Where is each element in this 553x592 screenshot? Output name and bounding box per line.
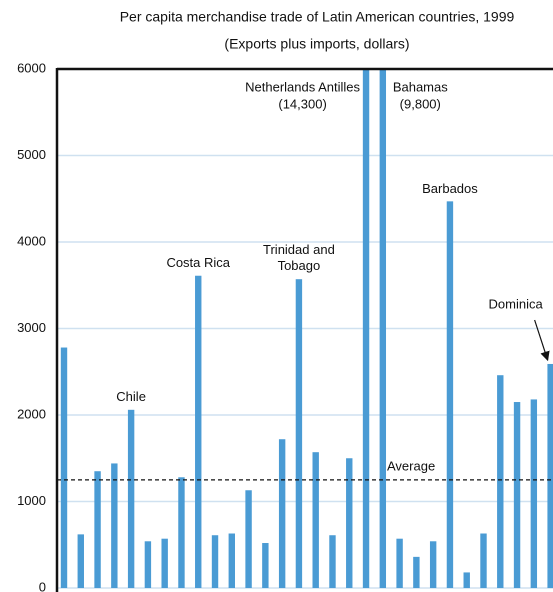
- average-label: Average: [387, 458, 435, 473]
- bar: [413, 556, 420, 588]
- bar: [530, 399, 538, 588]
- bar: [513, 402, 521, 588]
- bar: [161, 538, 168, 588]
- bar: [346, 458, 353, 588]
- y-tick-label: 6000: [17, 60, 46, 75]
- bar: [547, 363, 553, 588]
- annotation: Netherlands Antilles: [245, 79, 360, 94]
- bar: [329, 535, 336, 588]
- bar: [295, 279, 303, 588]
- annotation: Chile: [116, 389, 146, 404]
- annotation: Bahamas: [393, 79, 448, 94]
- value-label: (9,800): [400, 96, 441, 111]
- bar: [362, 69, 370, 588]
- arrow: [534, 319, 550, 362]
- bar: [379, 69, 387, 588]
- bar: [278, 439, 286, 588]
- bar: [463, 572, 470, 588]
- annotation: Costa Rica: [166, 255, 230, 270]
- annotation: Barbados: [422, 181, 478, 196]
- y-tick-label: 4000: [17, 233, 46, 248]
- bar: [60, 347, 68, 588]
- y-tick-label: 5000: [17, 147, 46, 162]
- y-tick-label: 0: [39, 579, 46, 592]
- bar: [94, 471, 101, 588]
- value-label: (14,300): [278, 96, 326, 111]
- bar: [127, 409, 135, 588]
- bar: [195, 275, 202, 588]
- bar: [211, 535, 219, 588]
- bar: [312, 452, 319, 588]
- y-tick-label: 1000: [17, 493, 46, 508]
- bar: [480, 533, 487, 588]
- bar: [144, 541, 152, 588]
- bar: [178, 477, 185, 588]
- bar: [77, 534, 84, 588]
- annotation: Dominica: [489, 296, 544, 311]
- y-tick-label: 2000: [17, 406, 46, 421]
- bar: [497, 375, 504, 588]
- bar: [228, 533, 235, 588]
- annotation: Trinidad and Tobago: [263, 243, 335, 274]
- chart-title: Per capita merchandise trade of Latin Am…: [120, 9, 515, 25]
- chart-subtitle: (Exports plus imports, dollars): [224, 36, 409, 52]
- bar: [245, 490, 252, 588]
- bar: [111, 463, 118, 588]
- y-tick-label: 3000: [17, 320, 46, 335]
- bar: [396, 538, 403, 588]
- bar: [446, 201, 454, 588]
- bar: [262, 543, 269, 588]
- bar: [429, 541, 437, 588]
